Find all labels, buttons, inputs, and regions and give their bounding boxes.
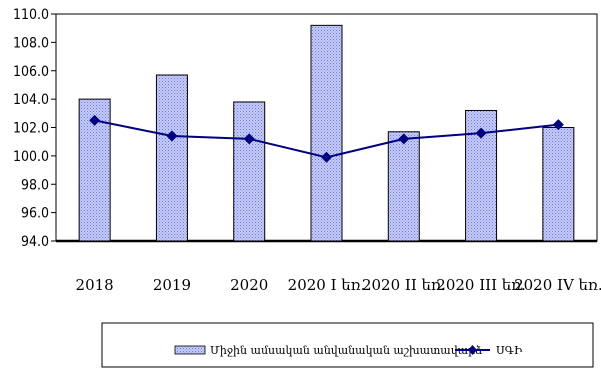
x-tick-label: 2020 III եռ. (436, 276, 526, 294)
legend-box (101, 322, 594, 368)
y-tick-label: 100.0 (13, 149, 49, 165)
cpi-marker (243, 133, 255, 145)
cpi-marker (475, 127, 487, 139)
cpi-marker (166, 130, 178, 142)
cpi-marker (552, 119, 564, 131)
x-axis: 2018 2019 2020 2020 I եռ.2020 II եռ.2020 II… (56, 239, 601, 294)
legend-label-line: ՍԳԻ (496, 344, 523, 357)
y-tick-label: 104.0 (13, 92, 49, 108)
cpi-marker (398, 133, 410, 145)
line-series (89, 114, 564, 163)
bar (542, 127, 575, 242)
y-tick-label: 102.0 (13, 121, 49, 137)
x-tick-label: 2020 I եռ. (288, 276, 366, 294)
y-tick-label: 96.0 (21, 206, 49, 222)
legend: Միջին ամսական անվանական աշխատավարձ ՍԳԻ (101, 322, 594, 368)
x-tick-label: 2020 II եռ. (362, 276, 446, 294)
legend-swatch-bar (174, 345, 206, 355)
y-tick-label: 108.0 (13, 35, 49, 51)
y-tick-label: 94.0 (21, 234, 49, 250)
x-tick-label: 2019 (153, 276, 191, 294)
cpi-marker (89, 114, 101, 126)
x-tick-label: 2018 (76, 276, 114, 294)
bar (387, 131, 420, 242)
legend-marker-diamond (468, 345, 477, 355)
y-tick-label: 110.0 (13, 7, 49, 23)
y-axis: 94.0 96.0 98.0 100.0 102.0 104.0 106.0 108.0 110… (13, 7, 56, 250)
y-tick-label: 106.0 (13, 64, 49, 80)
x-tick-label: 2020 IV եռ. (514, 276, 601, 294)
bar (310, 24, 343, 242)
x-tick-label: 2020 (230, 276, 268, 294)
bar (233, 101, 266, 242)
bar (155, 74, 188, 242)
cpi-marker (321, 151, 332, 163)
y-tick-label: 98.0 (21, 177, 49, 193)
legend-label-bar: Միջին ամսական անվանական աշխատավարձ (210, 344, 482, 357)
